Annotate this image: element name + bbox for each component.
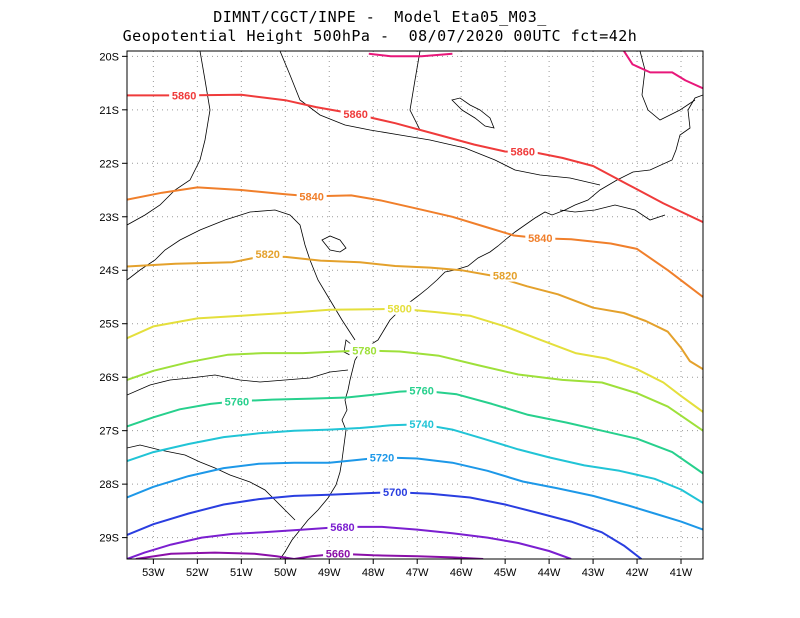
contour-label-5860: 5860 [172, 90, 196, 102]
y-tick-label: 23S [99, 212, 119, 224]
x-tick-label: 46W [450, 567, 473, 579]
contour-label-5740: 5740 [409, 419, 433, 431]
contour-label-5660: 5660 [326, 549, 350, 561]
contour-labels: 5860 5860 5860 5840 5840 5820 5820 5800 5780 5760… [169, 88, 556, 561]
contour-5860 [127, 93, 703, 224]
island [321, 235, 347, 253]
y-tick-label: 29S [99, 533, 119, 545]
contour-5720 [127, 456, 703, 531]
contour-5760 [127, 389, 703, 475]
x-tick-label: 53W [142, 567, 165, 579]
axis-ticks: 53W 52W 51W 50W 49W 48W 47W 46W 45W 44W 43W 42W 41W 2… [99, 51, 693, 579]
contour-5800 [127, 307, 703, 413]
contour-5660 [135, 551, 484, 559]
y-tick-label: 20S [99, 51, 119, 63]
contour-label-bg [507, 144, 538, 158]
contour-label-bg [323, 546, 354, 560]
x-tick-label: 50W [274, 567, 297, 579]
x-tick-label: 42W [626, 567, 649, 579]
contour-5880 [368, 52, 453, 58]
state-border [127, 209, 356, 341]
x-tick-label: 41W [670, 567, 693, 579]
island [451, 97, 495, 129]
contour-label-bg [367, 450, 398, 464]
contour-label-bg [221, 394, 252, 408]
x-tick-label: 45W [494, 567, 517, 579]
state-border [127, 369, 349, 396]
contour-label-bg [169, 88, 200, 102]
contour-label-5840: 5840 [299, 191, 323, 203]
state-border [127, 444, 296, 521]
contour-label-bg [327, 519, 358, 533]
contour-5840 [127, 186, 703, 298]
x-tick-label: 44W [538, 567, 561, 579]
state-border [559, 204, 666, 221]
x-tick-label: 51W [230, 567, 253, 579]
y-tick-label: 24S [99, 265, 119, 277]
y-tick-label: 21S [99, 105, 119, 117]
contour-label-5860: 5860 [343, 109, 367, 121]
coastline [279, 94, 703, 559]
state-border [409, 51, 421, 131]
lat-lon-grid [127, 51, 703, 559]
contour-label-bg [380, 485, 411, 499]
chart-title-line-1: DIMNT/CGCT/INPE - Model Eta05_M03_ [213, 8, 547, 26]
contour-5780 [127, 349, 703, 432]
y-tick-label: 25S [99, 319, 119, 331]
contour-label-bg [525, 231, 556, 245]
contour-5700 [127, 491, 643, 559]
contour-label-bg [384, 301, 415, 315]
contour-label-5820: 5820 [493, 271, 517, 283]
x-tick-label: 52W [186, 567, 209, 579]
contour-label-5820: 5820 [255, 249, 279, 261]
height-contours [127, 51, 703, 559]
contour-label-5680: 5680 [330, 522, 354, 534]
contour-label-bg [296, 189, 327, 203]
state-border [127, 51, 211, 226]
contour-label-bg [252, 247, 283, 261]
contour-label-5760: 5760 [225, 396, 249, 408]
contour-label-5700: 5700 [383, 487, 407, 499]
x-tick-label: 47W [406, 567, 429, 579]
contour-label-5720: 5720 [370, 452, 394, 464]
contour-label-bg [406, 417, 437, 431]
contour-label-5760: 5760 [409, 386, 433, 398]
contour-5880 [623, 51, 703, 90]
coastline-map-outline [127, 51, 703, 559]
state-border [279, 51, 601, 186]
contour-label-5780: 5780 [352, 345, 376, 357]
contour-label-bg [340, 107, 371, 121]
y-tick-label: 26S [99, 372, 119, 384]
chart-title-line-2: Geopotential Height 500hPa - 08/07/2020 … [122, 27, 638, 45]
y-tick-label: 27S [99, 426, 119, 438]
contour-label-bg [406, 383, 437, 397]
x-tick-label: 43W [582, 567, 605, 579]
contour-label-bg [349, 343, 380, 357]
y-tick-label: 28S [99, 479, 119, 491]
contour-label-5860: 5860 [510, 147, 534, 159]
contour-label-5840: 5840 [528, 233, 552, 245]
plot-frame [126, 50, 704, 560]
x-tick-label: 49W [318, 567, 341, 579]
x-tick-label: 48W [362, 567, 385, 579]
y-tick-label: 22S [99, 158, 119, 170]
contour-label-5800: 5800 [387, 304, 411, 316]
contour-5740 [127, 423, 703, 504]
contour-label-bg [490, 268, 521, 282]
